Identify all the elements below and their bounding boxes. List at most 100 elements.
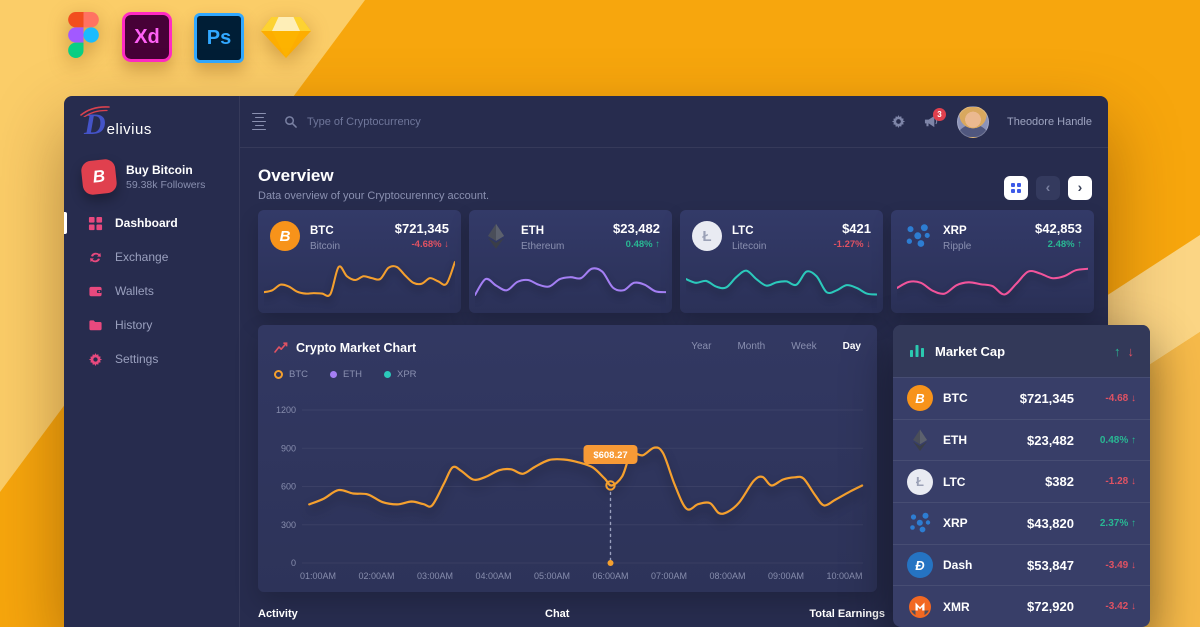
market-cap-row-ltc[interactable]: Ł LTC $382 -1.28 ↓ [893, 460, 1150, 502]
prev-button[interactable]: ‹ [1036, 176, 1060, 200]
coin-price: $721,345 [1019, 390, 1074, 406]
page-title: Overview [258, 166, 334, 185]
overview-actions: ‹ › [1004, 176, 1092, 200]
stat-cards-row: B BTC Bitcoin $721,345 -4.68% ↓ ETH Ethe… [258, 210, 1094, 313]
eth-coin-icon [481, 221, 511, 251]
legend-dot [330, 371, 337, 378]
sidebar-item-wallets[interactable]: Wallets [64, 274, 239, 308]
chart-range-tabs: Year Month Week Day [691, 341, 861, 352]
logo-initial: D [84, 108, 106, 141]
legend-dot [384, 371, 391, 378]
sidebar-nav: Dashboard Exchange Wallets History Setti… [64, 206, 239, 376]
chart-header: Crypto Market Chart [274, 341, 416, 355]
stat-card-btc[interactable]: B BTC Bitcoin $721,345 -4.68% ↓ [258, 210, 461, 313]
sidebar-item-dashboard[interactable]: Dashboard [64, 206, 239, 240]
btc-coin-icon: B [270, 221, 300, 251]
logo-swoosh-icon [80, 106, 110, 117]
card-header: XRP Ripple $42,853 2.48% ↑ [891, 210, 1094, 252]
coin-price: $43,820 [1027, 515, 1074, 531]
market-cap-row-eth[interactable]: ETH $23,482 0.48% ↑ [893, 418, 1150, 461]
legend-dot [274, 370, 283, 379]
card-header: ETH Ethereum $23,482 0.48% ↑ [469, 210, 672, 252]
stat-card-xrp[interactable]: XRP Ripple $42,853 2.48% ↑ [891, 210, 1094, 313]
notifications-megaphone-icon[interactable]: 3 [924, 108, 946, 129]
sort-up-arrow-icon[interactable]: ↑ [1114, 343, 1121, 359]
search-icon [285, 116, 297, 128]
grid-view-button[interactable] [1004, 176, 1028, 200]
coin-symbol: LTC [732, 225, 754, 237]
dash-coin-icon: Ð [907, 552, 933, 579]
search-bar[interactable] [284, 114, 891, 129]
svg-text:01:00AM: 01:00AM [300, 571, 336, 581]
legend-item-btc[interactable]: BTC [274, 369, 308, 380]
app-logo[interactable]: D elivius [80, 106, 152, 141]
sparkline-chart [897, 267, 1088, 296]
svg-text:300: 300 [281, 520, 296, 530]
coin-price: $42,853 [1035, 221, 1082, 236]
legend-item-xpr[interactable]: XPR [384, 369, 417, 380]
market-cap-row-dash[interactable]: Ð Dash $53,847 -3.49 ↓ [893, 543, 1150, 586]
section-title-chat: Chat [545, 608, 570, 620]
market-cap-header: Market Cap ↑ ↓ [893, 325, 1150, 377]
promo-subtitle: 59.38k Followers [126, 179, 206, 191]
sort-down-arrow-icon[interactable]: ↓ [1127, 343, 1135, 359]
svg-text:1200: 1200 [276, 405, 296, 415]
sparkline-chart [264, 261, 455, 297]
gear-icon [88, 352, 103, 367]
sidebar: D elivius B Buy Bitcoin 59.38k Followers… [64, 96, 240, 627]
chart-title: Crypto Market Chart [296, 341, 417, 355]
menu-toggle-icon[interactable] [250, 112, 268, 131]
chart-tab-month[interactable]: Month [737, 341, 766, 352]
sidebar-item-history[interactable]: History [64, 308, 239, 342]
dashboard-window: D elivius B Buy Bitcoin 59.38k Followers… [64, 96, 1108, 627]
ltc-coin-icon: Ł [692, 221, 722, 251]
market-cap-panel: Market Cap ↑ ↓ B BTC $721,345 -4.68 ↓ ET… [893, 325, 1150, 627]
bar-chart-icon [910, 345, 924, 357]
dashboard-icon [88, 216, 103, 231]
exchange-icon [88, 250, 103, 265]
svg-text:600: 600 [281, 482, 296, 492]
chart-tab-year[interactable]: Year [691, 341, 712, 352]
main-content: Overview Data overview of your Cryptocur… [240, 148, 1108, 627]
chart-tab-day[interactable]: Day [842, 341, 861, 352]
user-avatar[interactable] [956, 105, 989, 138]
user-name[interactable]: Theodore Handle [1006, 115, 1092, 128]
bitcoin-promo-icon: B [80, 158, 118, 196]
svg-text:$608.27: $608.27 [593, 450, 627, 461]
search-input[interactable] [305, 114, 549, 129]
section-title-total-earnings: Total Earnings [809, 608, 885, 620]
coin-change: 2.48% ↑ [1047, 239, 1082, 250]
sketch-icon [260, 16, 312, 58]
photoshop-icon: Ps [194, 13, 244, 63]
legend-item-eth[interactable]: ETH [330, 369, 362, 380]
svg-text:06:00AM: 06:00AM [592, 571, 628, 581]
coin-change: -1.28 ↓ [1105, 476, 1136, 488]
chart-legend: BTC ETH XPR [274, 369, 417, 380]
figma-icon [68, 12, 99, 58]
market-cap-title: Market Cap [935, 343, 1006, 359]
market-cap-row-btc[interactable]: B BTC $721,345 -4.68 ↓ [893, 377, 1150, 419]
svg-text:0: 0 [291, 558, 296, 568]
stat-card-ltc[interactable]: Ł LTC Litecoin $421 -1.27% ↓ [680, 210, 883, 313]
xrp-coin-icon [903, 221, 933, 251]
settings-gear-icon[interactable] [891, 114, 906, 129]
crypto-market-chart[interactable]: 0 300 600 900 1200 01:00AM 02:00AM 03:00AM 04:00… [258, 387, 877, 592]
coin-change: -3.49 ↓ [1105, 559, 1136, 571]
adobe-xd-label: Xd [134, 25, 160, 48]
adobe-xd-icon: Xd [122, 12, 172, 62]
buy-bitcoin-card[interactable]: B Buy Bitcoin 59.38k Followers [80, 158, 206, 196]
coin-symbol: LTC [943, 474, 966, 489]
topbar: 3 Theodore Handle [240, 96, 1108, 148]
next-button[interactable]: › [1068, 176, 1092, 200]
stat-card-eth[interactable]: ETH Ethereum $23,482 0.48% ↑ [469, 210, 672, 313]
chart-tab-week[interactable]: Week [791, 341, 817, 352]
sort-arrows: ↑ ↓ [1114, 344, 1134, 359]
market-cap-row-xmr[interactable]: XMR $72,920 -3.42 ↓ [893, 585, 1150, 627]
market-cap-row-xrp[interactable]: XRP $43,820 2.37% ↑ [893, 502, 1150, 544]
coin-symbol: XRP [943, 225, 967, 237]
coin-change: -4.68 ↓ [1105, 392, 1136, 404]
coin-symbol: XRP [943, 516, 968, 531]
svg-text:03:00AM: 03:00AM [417, 571, 453, 581]
sidebar-item-settings[interactable]: Settings [64, 342, 239, 376]
sidebar-item-exchange[interactable]: Exchange [64, 240, 239, 274]
